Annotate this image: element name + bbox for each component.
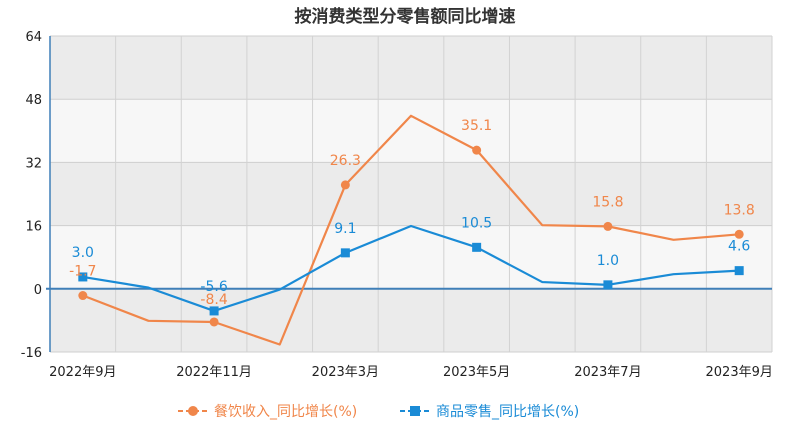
data-label: 9.1	[334, 221, 356, 237]
series-0-marker	[603, 221, 613, 231]
series-0-marker	[78, 291, 88, 301]
x-tick-label: 2023年3月	[312, 365, 379, 380]
label-layer: -1.7 -8.4 26.3 35.1 15.8 13.8 3.0 -5.6 9.1 10.5 1.…	[69, 118, 755, 308]
legend-label: 商品零售_同比增长(%)	[436, 404, 579, 420]
data-label: 10.5	[461, 215, 492, 231]
series-1-marker	[209, 306, 219, 316]
chart-title: 按消费类型分零售额同比增速	[295, 6, 516, 27]
series-1-marker	[734, 266, 744, 276]
data-label: 13.8	[724, 202, 755, 218]
data-label: 1.0	[597, 253, 619, 269]
series-0-marker	[209, 317, 219, 327]
grid-band	[50, 162, 772, 226]
data-label: -5.6	[200, 279, 227, 295]
series-1-marker	[603, 280, 613, 290]
series-line-0	[82, 114, 740, 346]
y-tick-label: -16	[21, 346, 42, 361]
grid-band	[50, 99, 772, 163]
series-1-marker	[340, 248, 350, 258]
data-label: -8.4	[200, 292, 227, 308]
grid-layer	[49, 35, 773, 353]
series-1-marker	[78, 272, 88, 282]
series-0-marker	[472, 145, 482, 155]
grid-band	[50, 36, 772, 100]
y-tick-label: 48	[25, 93, 42, 108]
legend-marker	[410, 406, 420, 416]
data-label: 4.6	[728, 239, 750, 255]
series-1-marker	[472, 242, 482, 252]
y-tick-label: 0	[34, 283, 42, 298]
grid-band	[50, 225, 772, 289]
x-tick-label: 2023年7月	[574, 365, 641, 380]
x-tick-label: 2023年9月	[706, 365, 773, 380]
data-label: 15.8	[592, 194, 623, 210]
legend-label: 餐饮收入_同比增长(%)	[214, 404, 357, 420]
series-0-marker	[734, 229, 744, 239]
x-tick-label: 2023年5月	[443, 365, 510, 380]
series-0-marker	[340, 180, 350, 190]
data-label: 26.3	[330, 153, 361, 169]
x-tick-label: 2022年11月	[176, 365, 252, 380]
y-tick-label: 64	[25, 30, 42, 45]
data-label: 3.0	[72, 245, 94, 261]
data-label: -1.7	[69, 264, 96, 280]
x-tick-label: 2022年9月	[49, 365, 116, 380]
series-layer	[78, 114, 744, 346]
legend: 餐饮收入_同比增长(%) 商品零售_同比增长(%)	[178, 404, 579, 420]
axis-layer: -16 0 16 32 48 64 2022年9月 2022年11月 2023年3月 2023年5…	[21, 30, 773, 380]
y-tick-label: 32	[25, 156, 42, 171]
data-label: 35.1	[461, 118, 492, 134]
series-line-1	[82, 224, 740, 313]
legend-marker	[188, 406, 198, 416]
y-tick-label: 16	[25, 220, 42, 235]
